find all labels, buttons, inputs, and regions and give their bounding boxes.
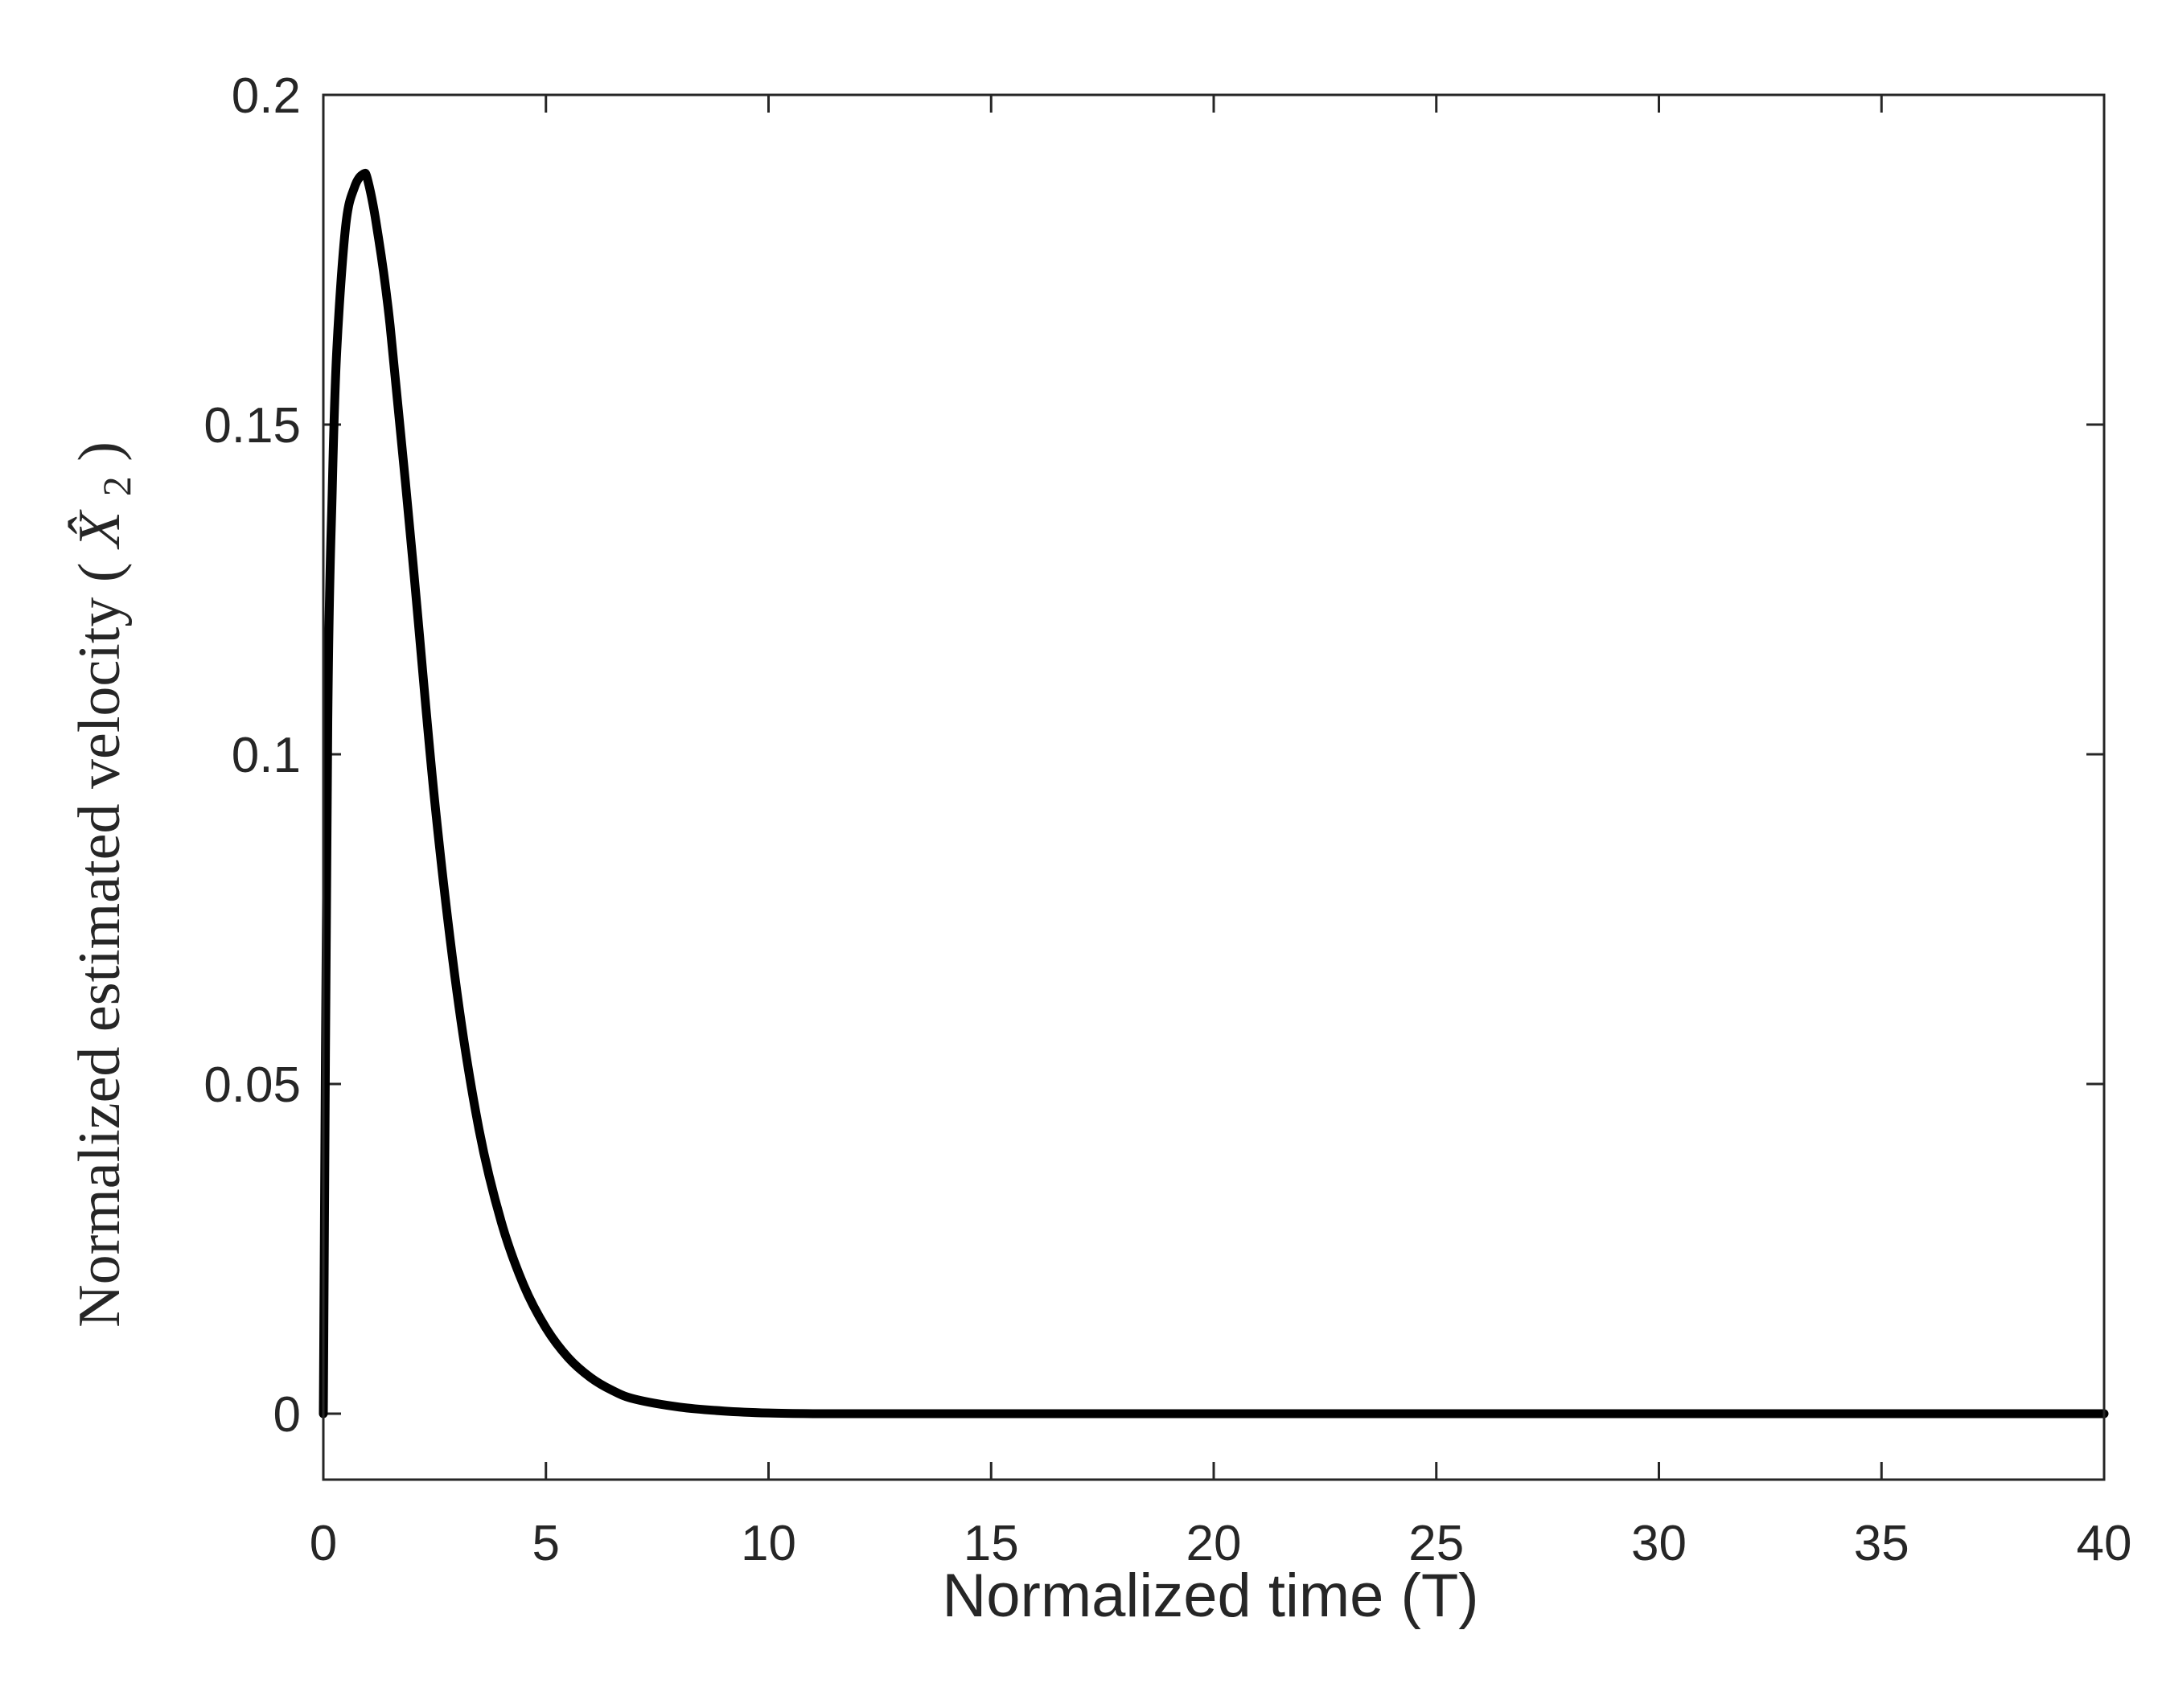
y-tick-label: 0.1 [232,728,301,783]
x-tick-label: 35 [1854,1516,1909,1571]
x-axis-label: Normalized time (T) [942,1562,1478,1630]
y-axis-label-subscript: 2 [94,476,139,496]
y-axis-label-open-paren: ( [67,562,133,582]
x-tick-label: 25 [1408,1516,1464,1571]
x-tick-label: 15 [964,1516,1019,1571]
y-axis-label-group: Normalized estimated velocity ( X̂ 2 ) [67,441,144,1328]
x-tick-label: 0 [310,1516,337,1571]
y-tick-label: 0.15 [203,398,301,454]
x-tick-label: 20 [1186,1516,1242,1571]
y-tick-label: 0.05 [203,1057,301,1113]
plot-frame [322,93,2106,1481]
x-tick-label: 10 [741,1516,796,1571]
y-axis-label-close-paren: ) [67,441,133,462]
series-layer [319,169,2109,1419]
x-tick-label: 40 [2077,1516,2132,1571]
tick-labels: 0 5 10 15 20 25 30 35 40 0 0.05 0.1 0.15 0.2 [203,68,2131,1571]
y-tick-label: 0 [273,1387,301,1443]
y-axis-label: Normalized estimated velocity ( X̂ 2 ) [67,441,144,1328]
y-axis-label-text: Normalized estimated velocity [67,597,133,1328]
y-axis-label-symbol: X̂ [67,509,133,550]
x-tick-label: 5 [532,1516,560,1571]
x-tick-label: 30 [1631,1516,1687,1571]
y-tick-label: 0.2 [232,68,301,124]
series-line [319,169,2109,1419]
